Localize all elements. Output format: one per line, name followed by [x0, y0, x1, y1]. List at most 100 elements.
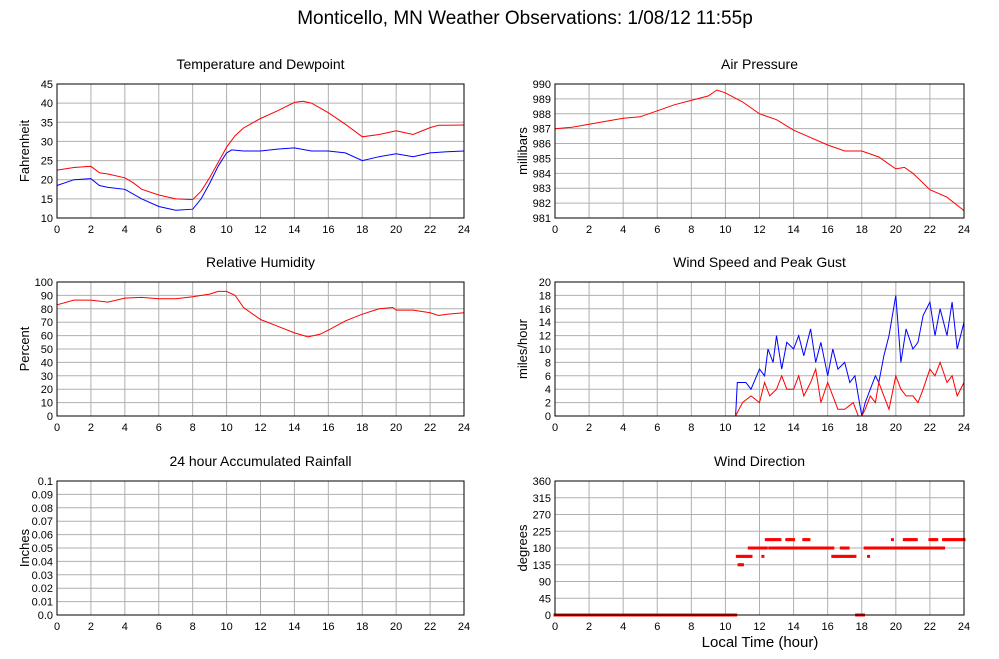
direction-point	[913, 538, 917, 542]
direction-point	[756, 546, 760, 550]
direction-point	[957, 538, 961, 542]
direction-point	[785, 538, 789, 542]
direction-point	[737, 554, 741, 558]
x-tick-label: 12	[753, 621, 765, 633]
y-tick-label: 0	[545, 610, 551, 622]
direction-point	[831, 546, 835, 550]
direction-point	[826, 546, 830, 550]
direction-point	[747, 554, 751, 558]
x-tick-label: 24	[958, 422, 970, 434]
gridlines	[56, 281, 465, 417]
direction-point	[933, 546, 937, 550]
y-tick-label: 0.04	[32, 556, 53, 568]
x-tick-label: 4	[122, 621, 128, 633]
y-tick-label: 270	[533, 510, 551, 522]
direction-point	[921, 546, 925, 550]
direction-point	[865, 546, 869, 550]
x-tick-label: 16	[822, 224, 834, 236]
direction-point	[950, 538, 954, 542]
direction-point	[955, 538, 959, 542]
x-tick-label: 2	[88, 621, 94, 633]
y-tick-label: 40	[41, 357, 53, 369]
y-tick-label: 989	[533, 94, 551, 106]
y-tick-label: 0.05	[32, 543, 53, 555]
direction-point	[776, 538, 780, 542]
y-tick-label: 0.1	[38, 476, 53, 488]
series-line-1	[56, 147, 465, 211]
x-tick-label: 6	[654, 224, 660, 236]
direction-point	[942, 546, 946, 550]
direction-point	[790, 546, 794, 550]
x-tick-label: 2	[88, 422, 94, 434]
direction-point	[793, 546, 797, 550]
direction-point	[827, 546, 831, 550]
x-tick-label: 4	[620, 224, 626, 236]
direction-point	[846, 546, 850, 550]
direction-point	[914, 538, 918, 542]
x-tick-label: 18	[356, 621, 368, 633]
y-tick-label: 14	[539, 317, 551, 329]
y-tick-label: 45	[41, 79, 53, 91]
x-tick-label: 18	[856, 621, 868, 633]
x-tick-label: 22	[924, 422, 936, 434]
direction-point	[863, 546, 867, 550]
x-tick-label: 22	[924, 621, 936, 633]
x-tick-label: 12	[254, 422, 266, 434]
direction-point	[928, 538, 932, 542]
direction-point	[870, 546, 874, 550]
direction-point	[735, 554, 739, 558]
direction-point	[930, 538, 934, 542]
y-tick-label: 987	[533, 124, 551, 136]
direction-point	[812, 546, 816, 550]
y-tick-label: 20	[539, 277, 551, 289]
y-tick-label: 315	[533, 493, 551, 505]
x-tick-label: 8	[688, 621, 694, 633]
direction-point	[931, 546, 935, 550]
direction-point	[746, 554, 750, 558]
direction-point	[906, 546, 910, 550]
direction-point	[902, 546, 906, 550]
direction-point	[788, 546, 792, 550]
direction-point	[776, 546, 780, 550]
y-tick-label: 10	[41, 398, 53, 410]
direction-point	[836, 554, 840, 558]
panel-title: Relative Humidity	[206, 254, 315, 270]
direction-point	[851, 554, 855, 558]
x-tick-label: 8	[190, 422, 196, 434]
direction-point	[916, 546, 920, 550]
direction-point	[841, 546, 845, 550]
y-tick-label: 0.08	[32, 503, 53, 515]
direction-point	[952, 538, 956, 542]
direction-point	[902, 538, 906, 542]
y-tick-label: 90	[41, 290, 53, 302]
series-line-0	[555, 295, 965, 417]
direction-point	[807, 538, 811, 542]
x-tick-label: 0	[54, 621, 60, 633]
direction-point	[744, 554, 748, 558]
y-tick-label: 10	[41, 213, 53, 225]
direction-point	[775, 538, 779, 542]
x-tick-label: 12	[254, 621, 266, 633]
direction-point	[841, 554, 845, 558]
direction-point	[768, 538, 772, 542]
y-axis-label: miles/hour	[515, 318, 530, 379]
y-tick-label: 8	[545, 357, 551, 369]
panel-title: Temperature and Dewpoint	[176, 56, 344, 72]
direction-point	[790, 538, 794, 542]
direction-point	[868, 546, 872, 550]
x-tick-label: 10	[220, 224, 232, 236]
plot-frame	[554, 83, 965, 219]
direction-point	[807, 546, 811, 550]
direction-point	[824, 546, 828, 550]
series-line-0	[56, 290, 465, 338]
y-tick-label: 10	[539, 344, 551, 356]
direction-point	[911, 538, 915, 542]
x-tick-label: 16	[322, 621, 334, 633]
y-tick-label: 990	[533, 79, 551, 91]
x-tick-label: 6	[156, 422, 162, 434]
x-tick-label: 4	[122, 422, 128, 434]
direction-point	[933, 538, 937, 542]
x-tick-label: 14	[288, 621, 300, 633]
